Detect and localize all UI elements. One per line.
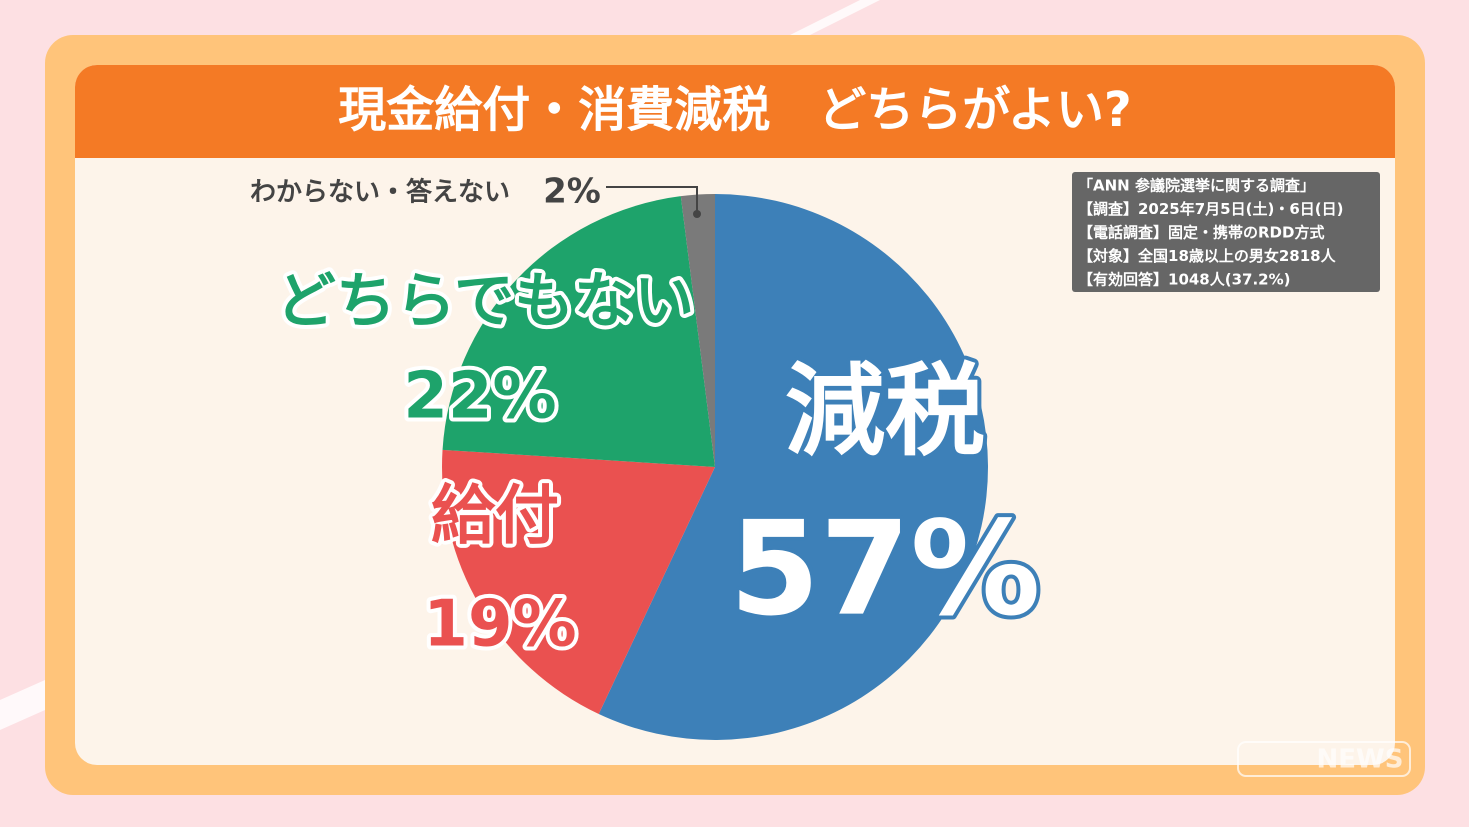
- deco-stripe: [0, 680, 45, 730]
- note-line: 【対象】全国18歳以上の男女2818人: [1078, 247, 1337, 265]
- value-label: 22%: [403, 360, 556, 434]
- note-line: 【調査】2025年7月5日(土)・6日(日): [1078, 200, 1343, 218]
- chart-title: 現金給付・消費減税 どちらがよい?: [338, 82, 1131, 138]
- value-label: 57%: [729, 493, 1040, 645]
- note: 「ANN 参議院選挙に関する調査」【調査】2025年7月5日(土)・6日(日) 【…: [1078, 177, 1343, 289]
- note-box: [1072, 172, 1380, 292]
- category-label: どちらでもない: [276, 267, 694, 337]
- pie-slice: [442, 196, 715, 467]
- pie-slice: [598, 194, 989, 740]
- pie-slice: [441, 449, 715, 715]
- pie-slice: [680, 194, 715, 467]
- note-line: 【電話調査】固定・携帯のRDD方式: [1078, 224, 1324, 242]
- category-label: わからない・答えない: [250, 177, 510, 208]
- category-label: 給付: [431, 480, 559, 554]
- labels: 減税 57% 給付 19% どちらでもない 22% わからない・答えない 2%: [250, 172, 1045, 666]
- pie: [441, 194, 989, 740]
- leader-dot: [693, 210, 701, 218]
- deco-stripe: [790, 0, 880, 35]
- header-bar: [75, 65, 1395, 158]
- note-line: 「ANN 参議院選挙に関する調査」: [1078, 177, 1315, 195]
- logo-box: [1237, 741, 1411, 777]
- value-label: 19%: [423, 588, 576, 662]
- category-label: 減税: [785, 352, 985, 469]
- note-line: 【有効回答】1048人(37.2%): [1078, 271, 1291, 289]
- logo: NEWS: [1317, 745, 1404, 775]
- value-label: 2%: [543, 172, 601, 212]
- leader-line: [606, 186, 698, 214]
